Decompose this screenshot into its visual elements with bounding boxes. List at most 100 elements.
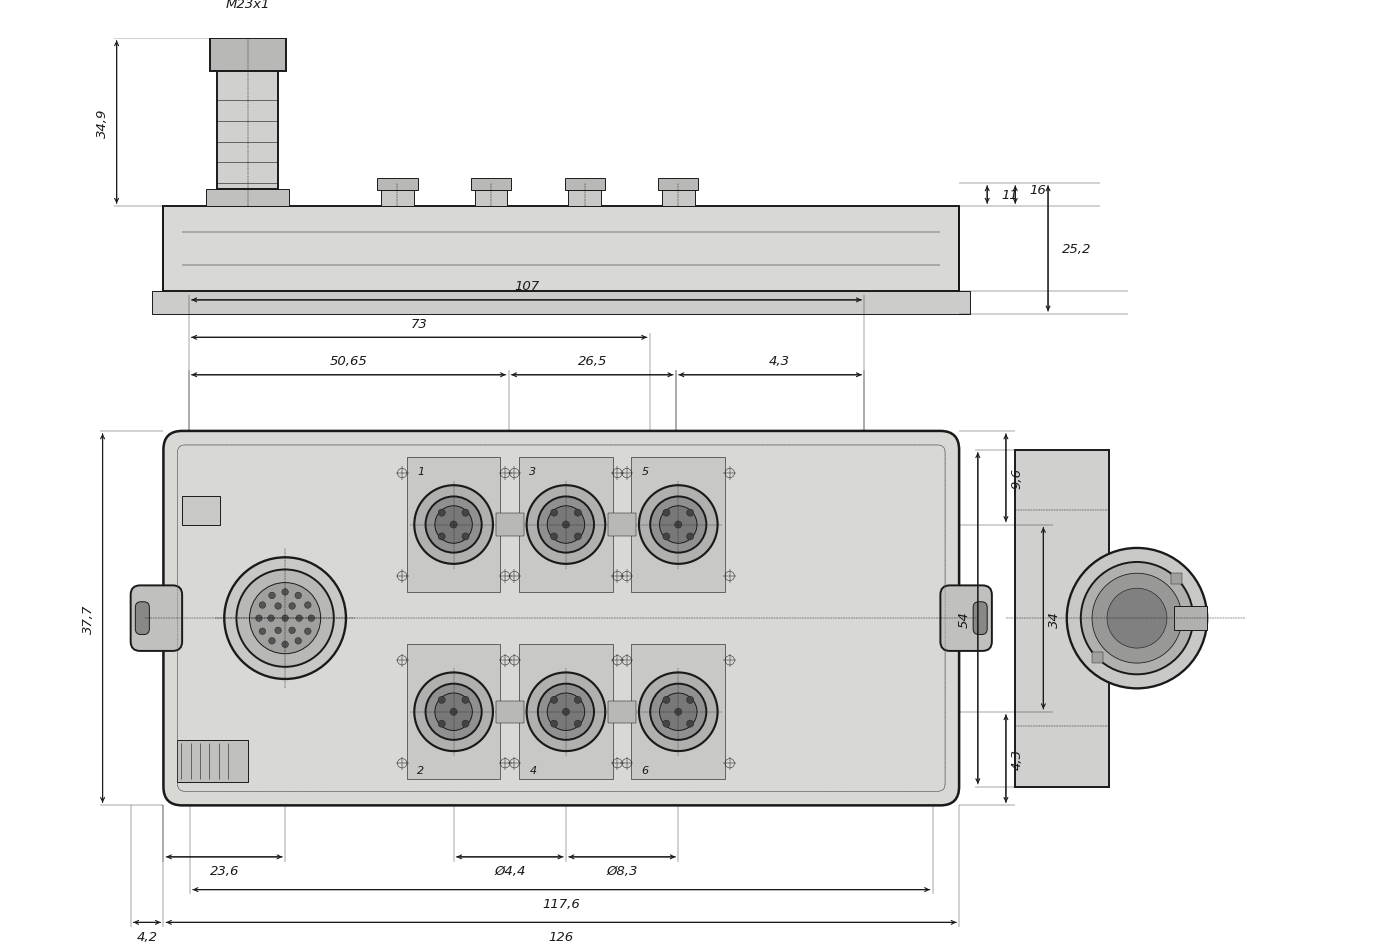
Text: Ø8,3: Ø8,3 xyxy=(606,865,638,878)
Circle shape xyxy=(450,708,457,716)
Circle shape xyxy=(687,697,694,703)
Circle shape xyxy=(551,510,558,516)
Circle shape xyxy=(662,697,671,703)
Bar xyxy=(475,191,507,207)
Circle shape xyxy=(435,693,473,731)
Circle shape xyxy=(659,693,697,731)
Bar xyxy=(206,190,290,207)
Circle shape xyxy=(282,615,289,622)
Text: 126: 126 xyxy=(549,930,574,943)
Text: 26,5: 26,5 xyxy=(577,355,606,368)
Circle shape xyxy=(304,602,311,609)
Circle shape xyxy=(435,506,473,544)
Circle shape xyxy=(425,684,482,740)
Circle shape xyxy=(1080,563,1193,675)
Circle shape xyxy=(414,486,493,565)
Text: 1: 1 xyxy=(417,466,424,477)
Bar xyxy=(1092,652,1103,664)
Bar xyxy=(662,191,694,207)
Bar xyxy=(658,179,698,191)
Circle shape xyxy=(438,510,445,516)
Text: Ø4,4: Ø4,4 xyxy=(493,865,526,878)
Text: 50,65: 50,65 xyxy=(330,355,368,368)
Bar xyxy=(163,207,959,291)
Circle shape xyxy=(662,720,671,728)
Text: 4,3: 4,3 xyxy=(1011,749,1023,769)
Text: 23,6: 23,6 xyxy=(209,865,238,878)
Circle shape xyxy=(687,720,694,728)
Bar xyxy=(519,645,613,780)
Text: 34: 34 xyxy=(1048,610,1061,627)
Circle shape xyxy=(638,486,718,565)
Circle shape xyxy=(574,697,581,703)
Circle shape xyxy=(675,521,682,529)
Circle shape xyxy=(650,684,707,740)
Bar xyxy=(378,179,418,191)
Circle shape xyxy=(548,506,584,544)
Text: 117,6: 117,6 xyxy=(542,897,580,910)
FancyBboxPatch shape xyxy=(941,586,993,651)
Circle shape xyxy=(1107,588,1167,649)
Circle shape xyxy=(304,629,311,635)
Text: 9,6: 9,6 xyxy=(1011,467,1023,489)
Bar xyxy=(631,458,725,593)
Circle shape xyxy=(548,693,584,731)
Circle shape xyxy=(551,533,558,540)
Circle shape xyxy=(269,593,275,599)
Circle shape xyxy=(275,628,282,634)
Circle shape xyxy=(438,720,445,728)
Circle shape xyxy=(296,593,301,599)
FancyBboxPatch shape xyxy=(973,602,987,635)
Circle shape xyxy=(675,708,682,716)
Circle shape xyxy=(289,628,296,634)
Bar xyxy=(183,497,220,525)
Text: 25,2: 25,2 xyxy=(1062,243,1092,256)
Bar xyxy=(608,700,636,723)
Bar xyxy=(1015,450,1108,786)
Circle shape xyxy=(259,629,266,635)
Circle shape xyxy=(296,615,302,622)
Circle shape xyxy=(574,510,581,516)
Bar xyxy=(565,179,605,191)
Circle shape xyxy=(662,510,671,516)
Circle shape xyxy=(650,497,707,553)
Bar xyxy=(519,458,613,593)
Text: 73: 73 xyxy=(411,317,428,330)
Circle shape xyxy=(461,697,470,703)
Circle shape xyxy=(282,641,289,648)
Bar xyxy=(177,740,248,783)
Circle shape xyxy=(425,497,482,553)
Circle shape xyxy=(414,673,493,751)
Circle shape xyxy=(461,533,470,540)
Circle shape xyxy=(461,720,470,728)
Circle shape xyxy=(551,720,558,728)
Text: 4: 4 xyxy=(530,765,537,775)
Circle shape xyxy=(562,708,570,716)
Bar xyxy=(496,700,524,723)
Circle shape xyxy=(527,673,605,751)
Text: 107: 107 xyxy=(514,280,539,293)
Text: 54: 54 xyxy=(958,610,970,627)
Text: 16: 16 xyxy=(1029,184,1046,197)
Bar xyxy=(1174,607,1207,631)
Bar xyxy=(152,291,970,314)
Circle shape xyxy=(224,558,346,680)
Circle shape xyxy=(687,510,694,516)
Circle shape xyxy=(250,583,321,654)
Circle shape xyxy=(438,533,445,540)
Text: 37,7: 37,7 xyxy=(82,604,95,633)
Circle shape xyxy=(289,603,296,610)
Bar xyxy=(569,191,601,207)
Bar xyxy=(407,645,500,780)
FancyBboxPatch shape xyxy=(163,431,959,805)
Circle shape xyxy=(237,570,333,667)
Circle shape xyxy=(1066,548,1207,688)
Bar xyxy=(496,514,524,536)
Circle shape xyxy=(269,638,275,645)
Bar xyxy=(471,179,512,191)
Circle shape xyxy=(538,497,594,553)
Bar xyxy=(1171,573,1182,584)
Circle shape xyxy=(662,533,671,540)
Circle shape xyxy=(308,615,315,622)
Circle shape xyxy=(282,589,289,596)
